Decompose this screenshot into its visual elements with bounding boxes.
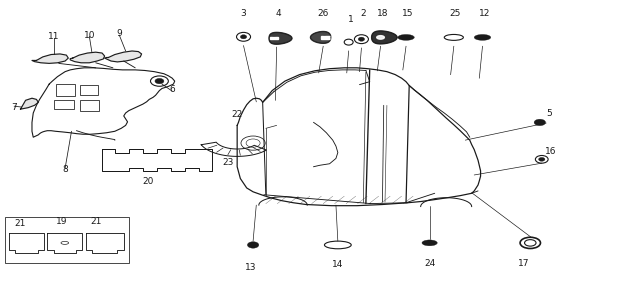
Ellipse shape (241, 35, 246, 39)
Polygon shape (377, 36, 385, 39)
Text: 1: 1 (348, 15, 353, 24)
Text: 9: 9 (116, 30, 122, 38)
Text: 10: 10 (84, 31, 95, 40)
Text: 22: 22 (232, 110, 243, 119)
Ellipse shape (422, 240, 437, 246)
Text: 16: 16 (545, 148, 556, 156)
Ellipse shape (539, 157, 545, 161)
Text: 8: 8 (62, 165, 68, 174)
Text: 3: 3 (241, 9, 246, 18)
Polygon shape (310, 32, 331, 43)
Text: 4: 4 (276, 9, 282, 18)
Text: 14: 14 (332, 260, 344, 269)
Text: 11: 11 (48, 32, 60, 41)
Text: 17: 17 (518, 259, 530, 268)
Polygon shape (104, 51, 141, 62)
Ellipse shape (358, 37, 365, 41)
Text: 7: 7 (12, 103, 17, 112)
Polygon shape (270, 37, 278, 39)
Ellipse shape (474, 35, 491, 40)
Ellipse shape (155, 78, 164, 84)
Text: 24: 24 (424, 259, 435, 268)
Text: 2: 2 (360, 9, 366, 18)
Text: 26: 26 (317, 9, 329, 18)
Text: 20: 20 (142, 177, 154, 186)
Polygon shape (269, 32, 292, 44)
Text: 19: 19 (56, 217, 68, 226)
Text: 21: 21 (90, 217, 101, 226)
Text: 23: 23 (222, 158, 234, 167)
Text: 15: 15 (402, 9, 413, 18)
Text: 18: 18 (377, 9, 388, 18)
Text: 5: 5 (547, 109, 552, 118)
Polygon shape (70, 52, 104, 63)
Text: 25: 25 (449, 9, 461, 18)
Polygon shape (372, 31, 397, 44)
Ellipse shape (397, 35, 414, 40)
Polygon shape (321, 36, 330, 38)
Polygon shape (20, 98, 38, 109)
Polygon shape (32, 54, 68, 63)
Text: 12: 12 (479, 9, 490, 18)
Ellipse shape (247, 242, 259, 248)
Text: 6: 6 (170, 86, 175, 94)
Ellipse shape (534, 119, 545, 126)
Text: 21: 21 (15, 219, 26, 228)
Text: 13: 13 (245, 263, 257, 272)
